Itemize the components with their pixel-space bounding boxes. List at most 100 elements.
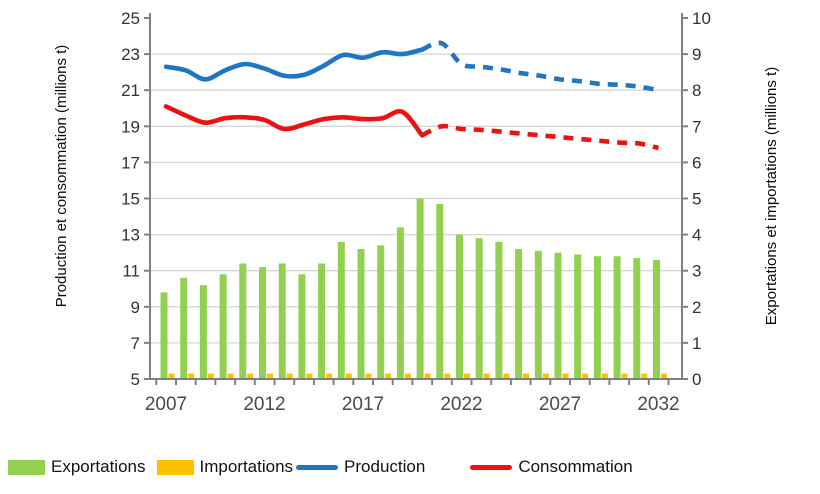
y-right-tick-label: 6 — [692, 153, 701, 172]
lines-layer — [163, 40, 660, 151]
exportations-bar — [337, 241, 345, 379]
importations-bar — [424, 373, 431, 379]
legend-item-importations: Importations — [156, 457, 294, 477]
x-tick-label: 2017 — [342, 394, 384, 415]
exportations-bar — [495, 241, 503, 379]
importations-bar — [326, 373, 333, 379]
y-right-tick-label: 10 — [692, 9, 711, 28]
legend-label-exportations: Exportations — [51, 457, 146, 476]
y-left-tick-label: 23 — [121, 45, 140, 64]
importations-bar — [542, 373, 549, 379]
exportations-bar — [653, 259, 660, 379]
exportations-bar — [239, 263, 247, 379]
importations-bar — [207, 373, 214, 379]
importations-bar — [385, 373, 392, 379]
left-axis-title: Production et consommation (millions t) — [53, 45, 70, 308]
exportations-bar — [633, 258, 641, 379]
axes-layer — [144, 13, 688, 385]
x-tick-label: 2022 — [440, 394, 482, 415]
legend-item-exportations: Exportations — [8, 457, 146, 477]
y-right-tick-label: 3 — [692, 262, 701, 281]
bars-layer — [160, 198, 667, 379]
exportations-bar — [534, 250, 542, 379]
consommation-line-solid — [163, 104, 425, 138]
exportations-bar — [574, 254, 582, 379]
y-left-tick-label: 17 — [121, 153, 140, 172]
exportations-bar — [160, 292, 168, 379]
exportations-bar — [515, 249, 523, 379]
importations-bar — [444, 373, 451, 379]
exportations-bar — [416, 198, 424, 379]
y-left-tick-label: 13 — [121, 226, 140, 245]
importations-bar — [227, 373, 234, 379]
y-right-tick-label: 4 — [692, 226, 701, 245]
exportations-bar — [593, 256, 601, 379]
y-right-tick-label: 9 — [692, 45, 701, 64]
importations-bar — [464, 373, 470, 379]
legend-item-production: Production — [296, 457, 425, 477]
legend-label-importations: Importations — [199, 457, 294, 476]
legend-item-consommation: Consommation — [470, 457, 633, 477]
exportations-bar — [357, 249, 365, 379]
importations-bar — [661, 373, 667, 379]
importations-bar — [365, 373, 372, 379]
exportations-bar — [278, 263, 286, 379]
legend-swatch-exportations — [8, 459, 45, 475]
legend-swatch-production — [296, 464, 339, 470]
importations-bar — [345, 373, 352, 379]
importations-bar — [168, 373, 175, 379]
y-left-tick-label: 25 — [121, 9, 140, 28]
importations-bar — [188, 373, 195, 379]
y-left-tick-label: 15 — [121, 190, 140, 209]
production-line-solid — [163, 47, 425, 82]
importations-bar — [404, 373, 411, 379]
x-tick-label: 2007 — [145, 394, 187, 415]
y-left-tick-label: 21 — [121, 81, 140, 100]
exportations-bar — [377, 245, 385, 379]
y-left-tick-label: 11 — [122, 262, 140, 281]
exportations-bar — [554, 252, 562, 379]
importations-bar — [582, 373, 589, 379]
y-left-tick-label: 5 — [131, 370, 140, 389]
importations-bar — [523, 373, 530, 379]
chart-legend: Exportations Importations Production Con… — [0, 457, 820, 477]
exportations-bar — [318, 263, 326, 379]
exportations-bar — [199, 285, 207, 379]
x-tick-label: 2012 — [243, 394, 285, 415]
exportations-bar — [298, 274, 306, 379]
production-line-dashed — [421, 40, 659, 93]
legend-label-production: Production — [344, 457, 426, 476]
importations-bar — [562, 373, 569, 379]
importations-bar — [306, 373, 313, 379]
exportations-bar — [613, 256, 621, 379]
right-axis-title: Exportations et importations (millions t… — [763, 67, 780, 325]
exportations-bar — [180, 277, 188, 379]
y-left-tick-label: 7 — [131, 334, 140, 353]
exportations-bar — [396, 227, 404, 379]
legend-label-consommation: Consommation — [518, 457, 633, 476]
y-right-tick-label: 7 — [692, 117, 701, 136]
importations-bar — [601, 373, 608, 379]
importations-bar — [267, 373, 273, 379]
legend-swatch-importations — [156, 459, 194, 475]
exportations-bar — [436, 203, 444, 379]
exportations-bar — [259, 267, 266, 379]
importations-bar — [641, 373, 648, 379]
x-tick-label: 2027 — [539, 394, 581, 415]
x-tick-label: 2032 — [637, 394, 679, 415]
exportations-bar — [475, 238, 483, 379]
exportations-bar — [456, 234, 463, 379]
importations-bar — [286, 373, 293, 379]
gridlines — [150, 53, 682, 344]
y-right-tick-label: 1 — [692, 334, 701, 353]
importations-bar — [483, 373, 490, 379]
exportations-bar — [219, 274, 227, 379]
importations-bar — [621, 373, 628, 379]
importations-bar — [503, 373, 510, 379]
y-right-tick-label: 2 — [692, 298, 701, 317]
chart-figure: 5 7 9 11 13 15 17 19 21 23 25 0 1 2 3 4 5 6 7 8 9 10 2007 2012 2… — [0, 9, 820, 477]
consommation-line-dashed — [421, 123, 660, 151]
y-right-tick-label: 8 — [692, 81, 701, 100]
